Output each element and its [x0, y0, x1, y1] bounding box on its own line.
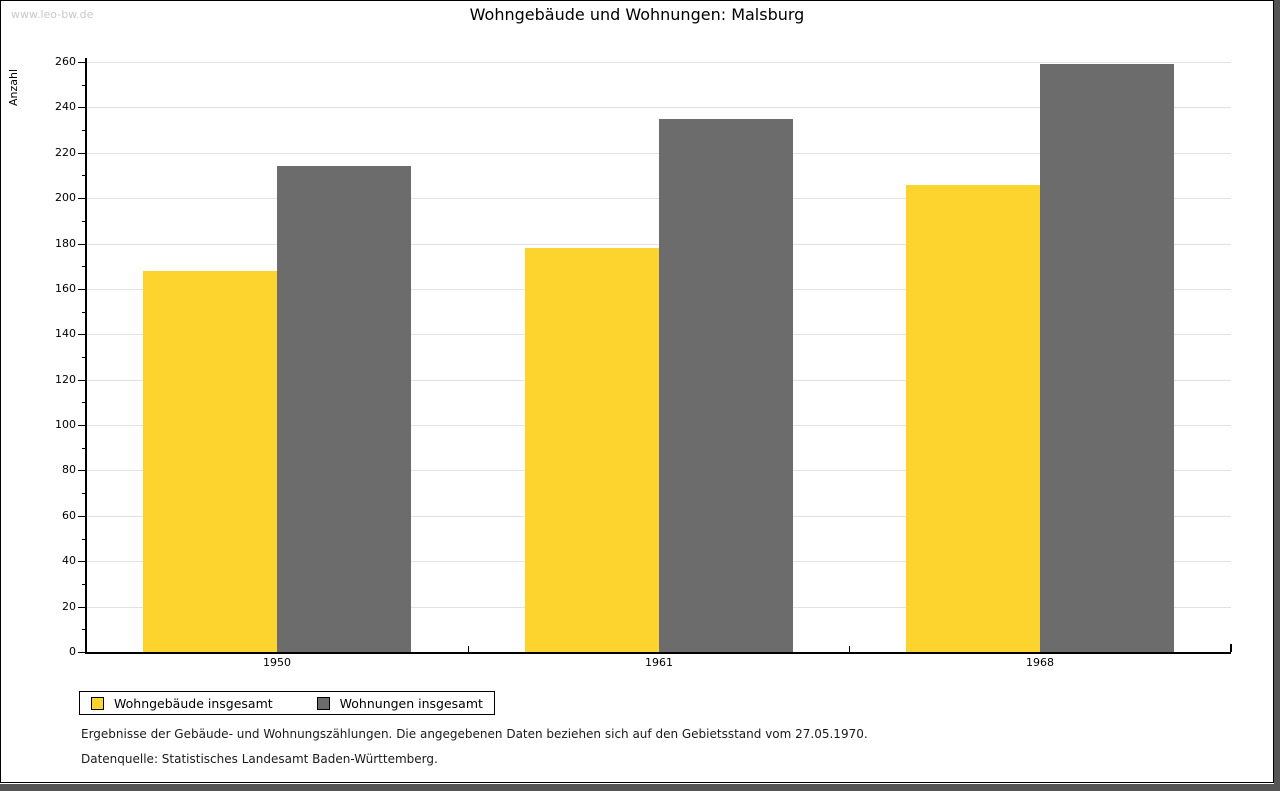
x-boundary-tick [849, 646, 850, 652]
y-major-tick [78, 652, 86, 653]
y-tick-label: 260 [55, 55, 76, 68]
y-tick-label: 80 [62, 463, 76, 476]
y-major-tick [78, 470, 86, 471]
y-minor-tick [82, 85, 86, 86]
chart-title: Wohngebäude und Wohnungen: Malsburg [469, 5, 805, 24]
x-axis-line [85, 652, 1231, 654]
y-minor-tick [82, 130, 86, 131]
y-gridline [86, 107, 1231, 108]
y-tick-label: 200 [55, 191, 76, 204]
x-end-tick [1230, 644, 1232, 652]
window-shadow-bottom [0, 784, 1280, 791]
y-tick-label: 60 [62, 509, 76, 522]
bar-wohngebaeude-1968 [906, 185, 1040, 652]
y-major-tick [78, 516, 86, 517]
y-minor-tick [82, 175, 86, 176]
y-tick-label: 0 [69, 645, 76, 658]
y-axis-line [85, 58, 87, 654]
x-tick-label: 1968 [1026, 656, 1054, 669]
y-gridline [86, 153, 1231, 154]
y-minor-tick [82, 629, 86, 630]
y-minor-tick [82, 312, 86, 313]
y-tick-label: 20 [62, 600, 76, 613]
y-major-tick [78, 244, 86, 245]
x-tick-label: 1961 [645, 656, 673, 669]
bar-wohngebaeude-1950 [143, 271, 277, 652]
y-tick-label: 220 [55, 146, 76, 159]
y-major-tick [78, 334, 86, 335]
y-minor-tick [82, 402, 86, 403]
y-minor-tick [82, 448, 86, 449]
y-minor-tick [82, 266, 86, 267]
y-gridline [86, 198, 1231, 199]
y-tick-label: 100 [55, 418, 76, 431]
y-major-tick [78, 153, 86, 154]
bar-wohngebaeude-1961 [525, 248, 659, 652]
y-tick-label: 160 [55, 282, 76, 295]
y-minor-tick [82, 539, 86, 540]
y-major-tick [78, 198, 86, 199]
bar-wohnungen-1968 [1040, 64, 1174, 652]
y-tick-label: 140 [55, 327, 76, 340]
legend-label: Wohnungen insgesamt [339, 695, 483, 711]
watermark: www.leo-bw.de [11, 8, 94, 21]
legend-swatch-icon [91, 696, 104, 710]
y-major-tick [78, 107, 86, 108]
footer-source: Datenquelle: Statistisches Landesamt Bad… [81, 752, 438, 766]
footer-note: Ergebnisse der Gebäude- und Wohnungszähl… [81, 727, 868, 741]
y-major-tick [78, 607, 86, 608]
x-boundary-tick [468, 646, 469, 652]
y-major-tick [78, 62, 86, 63]
y-major-tick [78, 561, 86, 562]
legend-swatch-icon [316, 696, 330, 710]
y-minor-tick [82, 221, 86, 222]
x-tick-label: 1950 [263, 656, 291, 669]
legend-item-wohngebaeude: Wohngebäude insgesamt [91, 696, 273, 711]
y-minor-tick [82, 584, 86, 585]
bar-wohnungen-1961 [659, 119, 793, 652]
y-major-tick [78, 289, 86, 290]
legend: Wohngebäude insgesamt Wohnungen insgesamt [79, 691, 495, 715]
y-tick-label: 40 [62, 554, 76, 567]
y-gridline [86, 62, 1231, 63]
y-major-tick [78, 425, 86, 426]
legend-item-wohnungen: Wohnungen insgesamt [316, 695, 483, 711]
y-major-tick [78, 380, 86, 381]
y-tick-label: 180 [55, 237, 76, 250]
window-shadow-right [1274, 0, 1280, 791]
legend-label: Wohngebäude insgesamt [114, 695, 273, 711]
bar-wohnungen-1950 [277, 166, 411, 652]
y-tick-label: 240 [55, 100, 76, 113]
y-gridline [86, 244, 1231, 245]
y-tick-label: 120 [55, 373, 76, 386]
y-minor-tick [82, 357, 86, 358]
y-minor-tick [82, 493, 86, 494]
